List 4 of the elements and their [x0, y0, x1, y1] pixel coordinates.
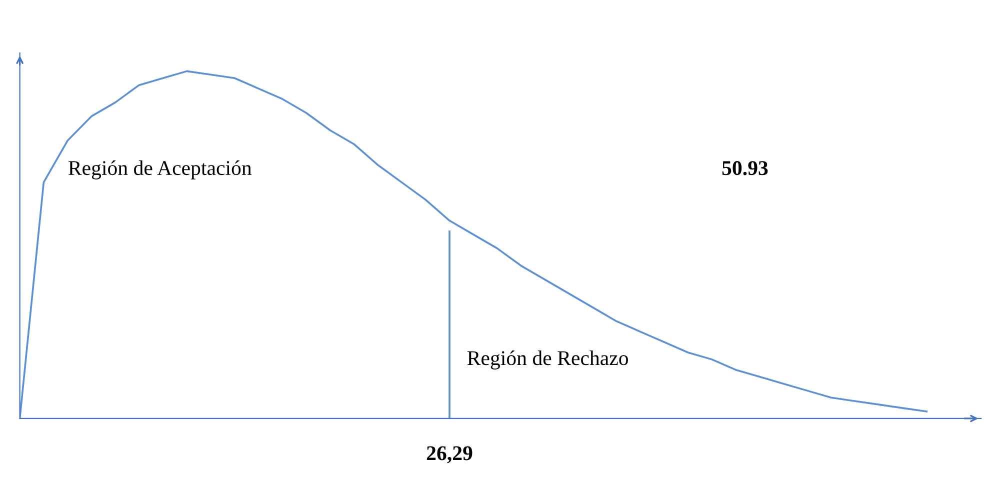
annotation: Región de Aceptación — [68, 160, 252, 180]
text: 26,29 — [426, 446, 472, 464]
annotation: Región de Rechazo — [467, 350, 628, 370]
annotation: 50.93 — [722, 161, 768, 176]
